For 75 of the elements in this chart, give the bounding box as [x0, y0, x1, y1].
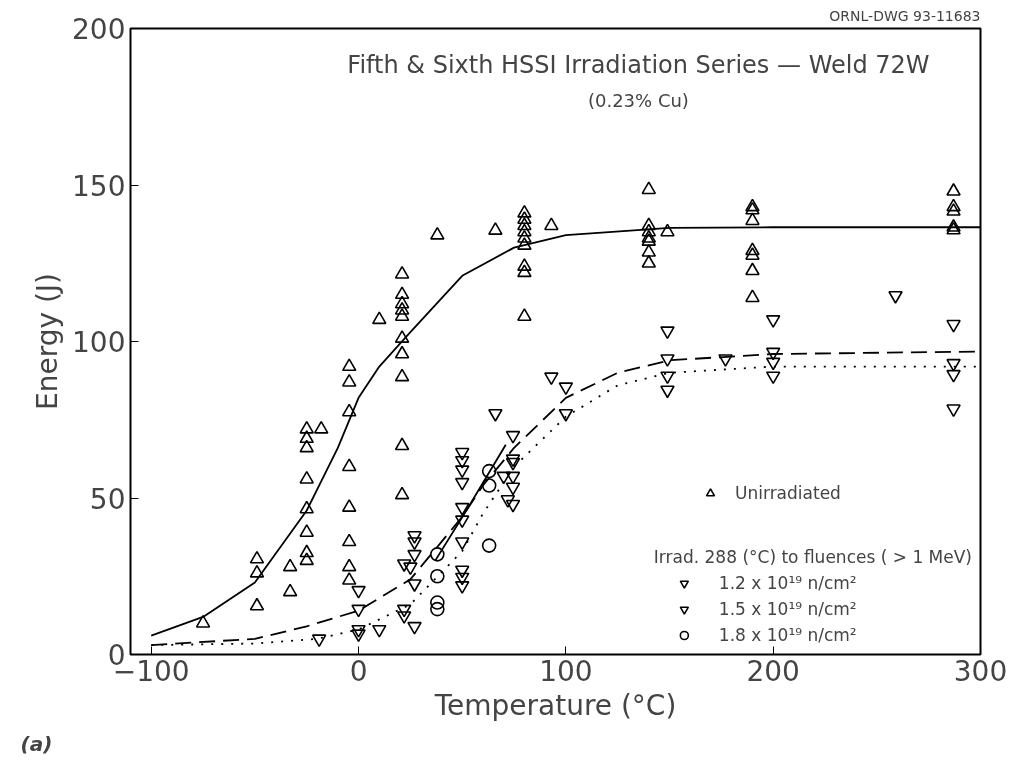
y-axis-title: Energy (J)	[31, 272, 65, 411]
legend-title: Irrad. 288 (°C) to fluences ( > 1 MeV)	[653, 547, 972, 567]
point	[660, 371, 675, 385]
legend-label: Unirradiated	[735, 482, 841, 504]
point	[454, 447, 470, 461]
point	[481, 478, 497, 493]
point	[765, 357, 781, 371]
point	[505, 471, 521, 485]
point	[454, 455, 470, 469]
point	[454, 565, 470, 579]
point	[454, 477, 470, 491]
point	[351, 604, 366, 618]
point	[407, 537, 422, 551]
point	[407, 621, 422, 635]
x-tick-label: 200	[746, 654, 800, 688]
point	[454, 502, 470, 516]
point	[311, 634, 327, 648]
point	[396, 604, 412, 618]
point	[505, 482, 521, 496]
point	[946, 404, 961, 418]
point	[454, 515, 470, 529]
point	[946, 319, 961, 333]
point	[558, 408, 574, 422]
x-tick-label: 0	[349, 654, 368, 688]
point	[430, 568, 445, 584]
point	[481, 538, 497, 553]
point	[660, 326, 675, 340]
y-tick-label: 100	[72, 326, 126, 359]
point	[558, 382, 574, 396]
point	[946, 358, 961, 372]
point	[430, 601, 445, 617]
point	[454, 572, 470, 586]
point	[407, 549, 422, 563]
point	[660, 354, 675, 368]
legend-label: 1.8 x 10¹⁹ n/cm²	[718, 624, 857, 646]
point	[407, 531, 422, 544]
point	[765, 347, 781, 361]
point	[351, 585, 366, 599]
point	[718, 354, 733, 368]
point	[765, 371, 781, 385]
y-tick-label: 50	[89, 482, 126, 516]
point	[946, 369, 961, 383]
text: (a)	[20, 731, 53, 756]
point	[660, 385, 675, 399]
point	[396, 559, 412, 573]
point	[371, 624, 387, 638]
point	[454, 465, 470, 479]
legend-label: 1.2 x 10¹⁹ n/cm²	[718, 572, 857, 594]
text: Fifth & Sixth HSSI Irradiation Series — Weld 72W	[347, 50, 930, 79]
point	[765, 315, 781, 328]
point	[454, 537, 470, 551]
point	[505, 430, 521, 444]
point	[454, 581, 470, 594]
point	[888, 290, 903, 304]
point	[488, 408, 503, 422]
x-tick-label: 100	[539, 654, 593, 688]
text: (0.23% Cu)	[587, 89, 689, 111]
x-tick-label: 300	[953, 654, 1008, 688]
point	[430, 547, 445, 562]
point	[496, 471, 511, 485]
y-tick-label: 200	[72, 13, 126, 46]
point	[351, 624, 366, 638]
point	[430, 595, 445, 610]
point	[505, 499, 521, 513]
y-tick-label: 150	[72, 169, 126, 203]
point	[544, 372, 559, 386]
text: ORNL-DWG 93-11683	[829, 7, 981, 24]
point	[396, 611, 412, 624]
legend-label: 1.5 x 10¹⁹ n/cm²	[718, 598, 857, 620]
point	[407, 579, 422, 593]
point	[500, 495, 516, 508]
point	[403, 562, 418, 576]
x-axis-title: Temperature (°C)	[433, 688, 677, 722]
point	[481, 463, 497, 479]
point	[351, 629, 366, 643]
